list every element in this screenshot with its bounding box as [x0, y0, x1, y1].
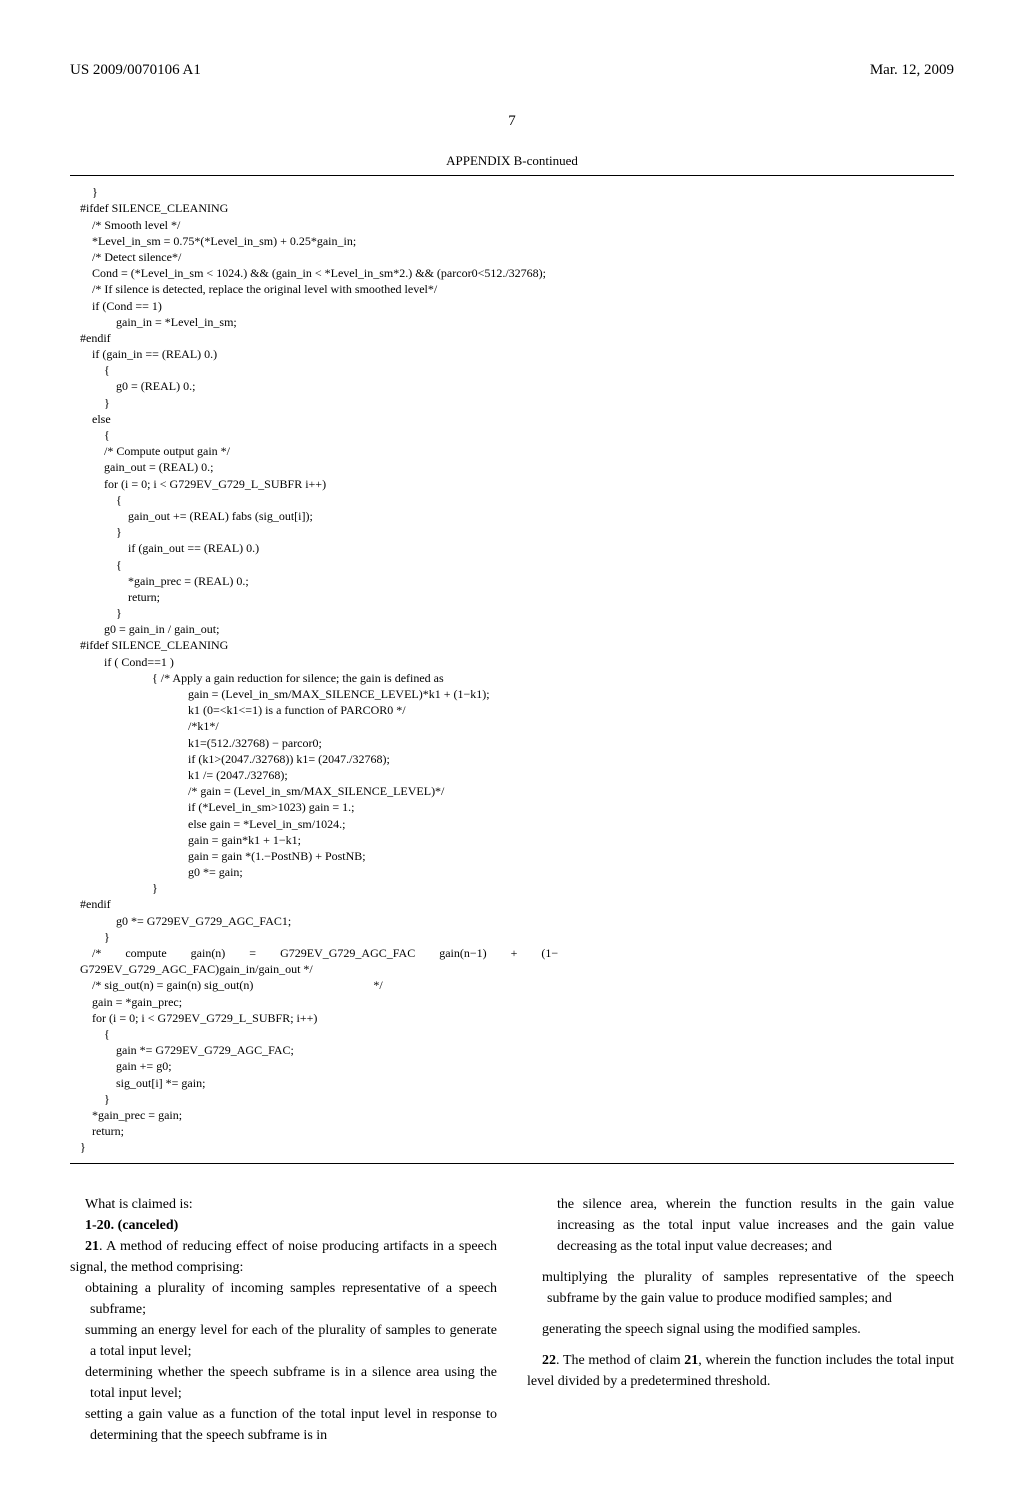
claim-21-e: the silence area, wherein the function r… — [527, 1194, 954, 1257]
claims-columns: What is claimed is: 1-20. (canceled) 21.… — [70, 1194, 954, 1446]
claim-21-c: determining whether the speech subframe … — [70, 1362, 497, 1404]
claim-21-f: multiplying the plurality of samples rep… — [527, 1267, 954, 1309]
claim-22: 22. The method of claim 21, wherein the … — [527, 1350, 954, 1392]
claim-21-intro: 21. A method of reducing effect of noise… — [70, 1236, 497, 1278]
publication-number: US 2009/0070106 A1 — [70, 60, 201, 81]
code-listing: } #ifdef SILENCE_CLEANING /* Smooth leve… — [70, 184, 954, 1155]
divider-top — [70, 175, 954, 176]
left-column: What is claimed is: 1-20. (canceled) 21.… — [70, 1194, 497, 1446]
page-number: 7 — [70, 111, 954, 132]
claim-21-d: setting a gain value as a function of th… — [70, 1404, 497, 1446]
page-header: US 2009/0070106 A1 Mar. 12, 2009 — [70, 60, 954, 81]
appendix-title: APPENDIX B-continued — [70, 152, 954, 170]
claim-21-a: obtaining a plurality of incoming sample… — [70, 1278, 497, 1320]
publication-date: Mar. 12, 2009 — [870, 60, 954, 81]
claim-21-g: generating the speech signal using the m… — [527, 1319, 954, 1340]
divider-bottom — [70, 1163, 954, 1164]
right-column: the silence area, wherein the function r… — [527, 1194, 954, 1446]
claim-1-20: 1-20. (canceled) — [70, 1215, 497, 1236]
claims-intro: What is claimed is: — [70, 1194, 497, 1215]
claim-21-b: summing an energy level for each of the … — [70, 1320, 497, 1362]
